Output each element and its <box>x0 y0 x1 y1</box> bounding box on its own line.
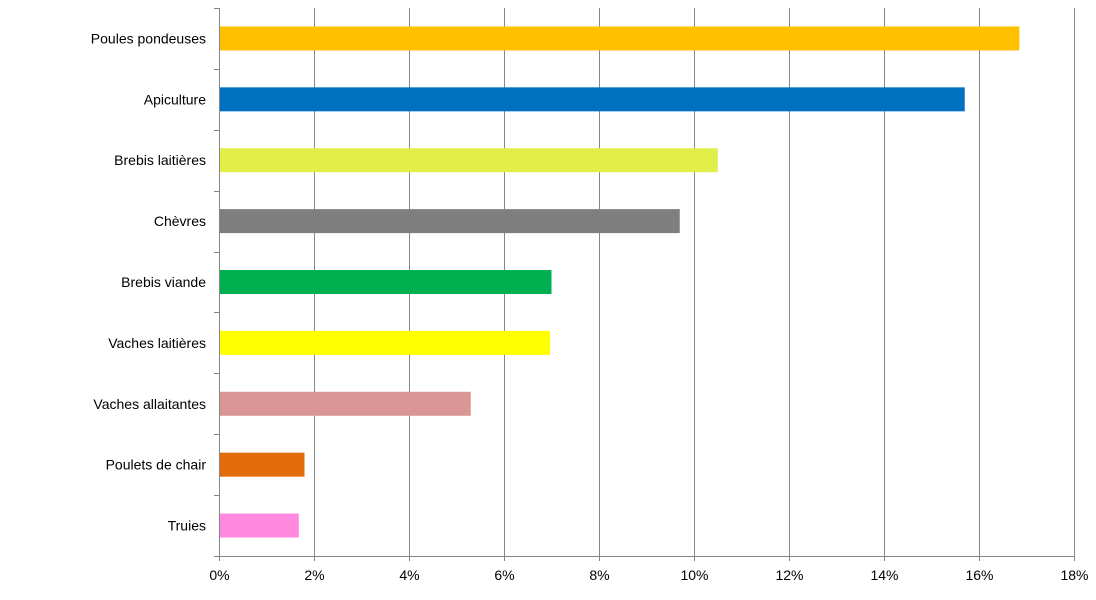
bar-poules-pondeuses <box>219 26 1020 51</box>
x-tick-label: 10% <box>680 567 708 583</box>
axes <box>214 8 1075 561</box>
x-tick-label: 0% <box>209 567 229 583</box>
labels: 0% 2% 4% 6% 8% 10% 12% 14% 16% 18% Poules pondeuse… <box>91 30 1089 583</box>
category-label: Brebis laitières <box>114 152 206 168</box>
x-tick-label: 12% <box>775 567 803 583</box>
x-tick-label: 2% <box>304 567 324 583</box>
category-label: Poulets de chair <box>106 457 207 473</box>
category-label: Poules pondeuses <box>91 30 206 46</box>
category-label: Chèvres <box>154 213 206 229</box>
bar-vaches-laiti-res <box>219 330 551 355</box>
category-label: Vaches laitières <box>108 335 206 351</box>
bar-brebis-viande <box>219 270 552 294</box>
bars <box>219 26 1020 538</box>
x-tick-label: 18% <box>1060 567 1088 583</box>
bar-brebis-laiti-res <box>219 148 718 173</box>
bar-apiculture <box>219 87 965 112</box>
bar-vaches-allaitantes <box>219 391 471 416</box>
x-tick-label: 4% <box>399 567 419 583</box>
x-tick-label: 6% <box>494 567 514 583</box>
bar-ch-vres <box>219 209 680 234</box>
category-label: Truies <box>168 518 206 534</box>
category-label: Vaches allaitantes <box>93 396 206 412</box>
x-tick-label: 8% <box>589 567 609 583</box>
x-tick-label: 14% <box>870 567 898 583</box>
x-tick-label: 16% <box>965 567 993 583</box>
category-label: Apiculture <box>144 91 206 107</box>
category-label: Brebis viande <box>121 274 206 290</box>
bar-poulets-de-chair <box>219 452 305 477</box>
bar-truies <box>219 513 299 538</box>
